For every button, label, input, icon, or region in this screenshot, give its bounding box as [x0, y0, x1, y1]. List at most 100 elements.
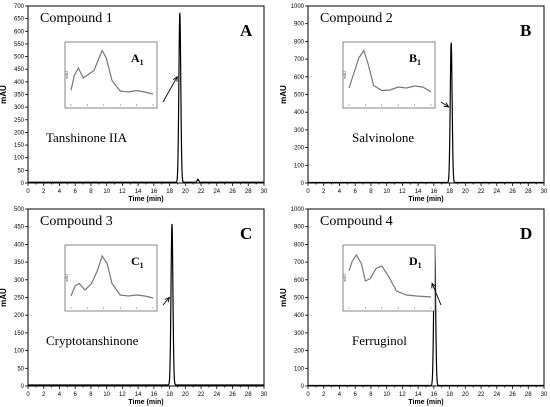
y-tick-label: 250 — [14, 118, 25, 124]
y-tick-label: 0 — [301, 181, 305, 187]
x-tick-label: 28 — [525, 189, 532, 195]
y-tick-label: 500 — [14, 207, 25, 213]
y-tick-label: 350 — [14, 260, 25, 266]
compound-label: Compound 4 — [320, 214, 393, 229]
x-tick-label: 10 — [383, 189, 390, 195]
inset-frame — [342, 41, 436, 109]
y-tick-label: 100 — [294, 163, 305, 169]
y-tick-label: 0 — [21, 384, 25, 390]
y-tick-label: 0 — [301, 384, 305, 390]
y-tick-label: 550 — [14, 42, 25, 48]
x-tick-label: 6 — [354, 392, 358, 398]
inset-y-label: mAU — [343, 71, 347, 79]
y-tick-label: 50 — [17, 366, 24, 372]
y-tick-label: 100 — [294, 366, 305, 372]
y-tick-label: 900 — [294, 225, 305, 231]
peak-arrow-head — [164, 296, 171, 303]
x-tick-label: 0 — [306, 392, 310, 398]
x-tick-label: 8 — [89, 392, 93, 398]
inset-y-label: mAU — [65, 71, 69, 79]
compound-label: Compound 1 — [40, 11, 113, 26]
x-tick-label: 14 — [415, 189, 422, 195]
x-tick-label: 28 — [245, 392, 252, 398]
y-tick-label: 0 — [21, 181, 25, 187]
x-tick-label: 28 — [525, 392, 532, 398]
x-tick-label: 14 — [135, 392, 142, 398]
x-tick-label: 20 — [462, 392, 469, 398]
y-tick-label: 1000 — [291, 4, 305, 10]
x-tick-label: 4 — [338, 189, 342, 195]
panel-letter: D — [520, 224, 532, 243]
x-tick-label: 22 — [478, 189, 485, 195]
y-tick-label: 300 — [14, 105, 25, 111]
chromatogram-trace — [28, 12, 264, 183]
x-tick-label: 8 — [89, 189, 93, 195]
compound-name: Salvinolone — [352, 130, 414, 145]
inset-label-subscript: 1 — [417, 58, 421, 67]
y-tick-label: 450 — [14, 225, 25, 231]
y-tick-label: 1000 — [291, 207, 305, 213]
y-tick-label: 500 — [294, 296, 305, 302]
chart-panel-a: 0 2 4 6 8 10 12 14 16 18 20 22 24 26 28 300501001502002… — [0, 4, 268, 203]
peak-arrow — [431, 283, 442, 306]
y-tick-label: 300 — [294, 128, 305, 134]
panel-letter: C — [240, 224, 252, 243]
inset-label-subscript: 1 — [140, 58, 144, 67]
y-tick-label: 150 — [14, 143, 25, 149]
compound-name: Cryptotanshinone — [46, 333, 139, 348]
y-tick-label: 350 — [14, 93, 25, 99]
y-tick-label: 200 — [14, 313, 25, 319]
chart-panel-c: 0 2 4 6 8 10 12 14 16 18 20 22 24 26 28 300501001502002… — [0, 207, 268, 406]
inset-spectrum-trace — [70, 254, 154, 299]
y-tick-label: 450 — [14, 67, 25, 73]
y-tick-label: 400 — [294, 313, 305, 319]
panel-letter: A — [240, 21, 253, 40]
x-tick-label: 8 — [369, 392, 373, 398]
y-tick-label: 150 — [14, 331, 25, 337]
x-tick-label: 16 — [151, 392, 158, 398]
inset-spectrum-trace — [348, 253, 432, 298]
x-tick-label: 12 — [119, 189, 126, 195]
x-tick-label: 6 — [354, 189, 358, 195]
x-tick-label: 20 — [182, 189, 189, 195]
x-tick-label: 16 — [431, 392, 438, 398]
x-tick-label: 24 — [213, 392, 220, 398]
x-tick-label: 2 — [322, 189, 326, 195]
y-tick-label: 100 — [14, 349, 25, 355]
peak-arrow — [162, 297, 170, 306]
peak-arrow — [162, 76, 178, 103]
x-tick-label: 4 — [338, 392, 342, 398]
y-tick-label: 50 — [17, 168, 24, 174]
y-tick-label: 900 — [294, 22, 305, 28]
chromatogram-trace — [28, 223, 264, 386]
y-tick-label: 400 — [14, 80, 25, 86]
x-tick-label: 4 — [58, 189, 62, 195]
x-tick-label: 14 — [415, 392, 422, 398]
peak-arrow — [440, 101, 449, 108]
x-tick-label: 24 — [493, 189, 500, 195]
y-tick-label: 250 — [14, 296, 25, 302]
y-tick-label: 700 — [294, 57, 305, 63]
x-tick-label: 26 — [509, 392, 516, 398]
x-axis-label: Time (min) — [128, 399, 163, 406]
x-axis-label: Time (min) — [408, 399, 443, 406]
inset-label-subscript: 1 — [418, 261, 422, 270]
x-tick-label: 22 — [198, 392, 205, 398]
y-tick-label: 300 — [294, 331, 305, 337]
x-axis-label: Time (min) — [128, 196, 163, 203]
x-tick-label: 24 — [213, 189, 220, 195]
y-axis-label: mAU — [0, 288, 8, 307]
y-axis-label: mAU — [0, 85, 8, 104]
inset-y-label: mAU — [343, 274, 347, 282]
chart-panel-d: 0 2 4 6 8 10 12 14 16 18 20 22 24 26 28 300100200300400… — [279, 207, 548, 406]
x-tick-label: 26 — [229, 392, 236, 398]
y-tick-label: 600 — [294, 75, 305, 81]
x-tick-label: 0 — [306, 189, 310, 195]
x-tick-label: 18 — [446, 189, 453, 195]
y-tick-label: 700 — [294, 260, 305, 266]
compound-label: Compound 3 — [40, 214, 113, 229]
